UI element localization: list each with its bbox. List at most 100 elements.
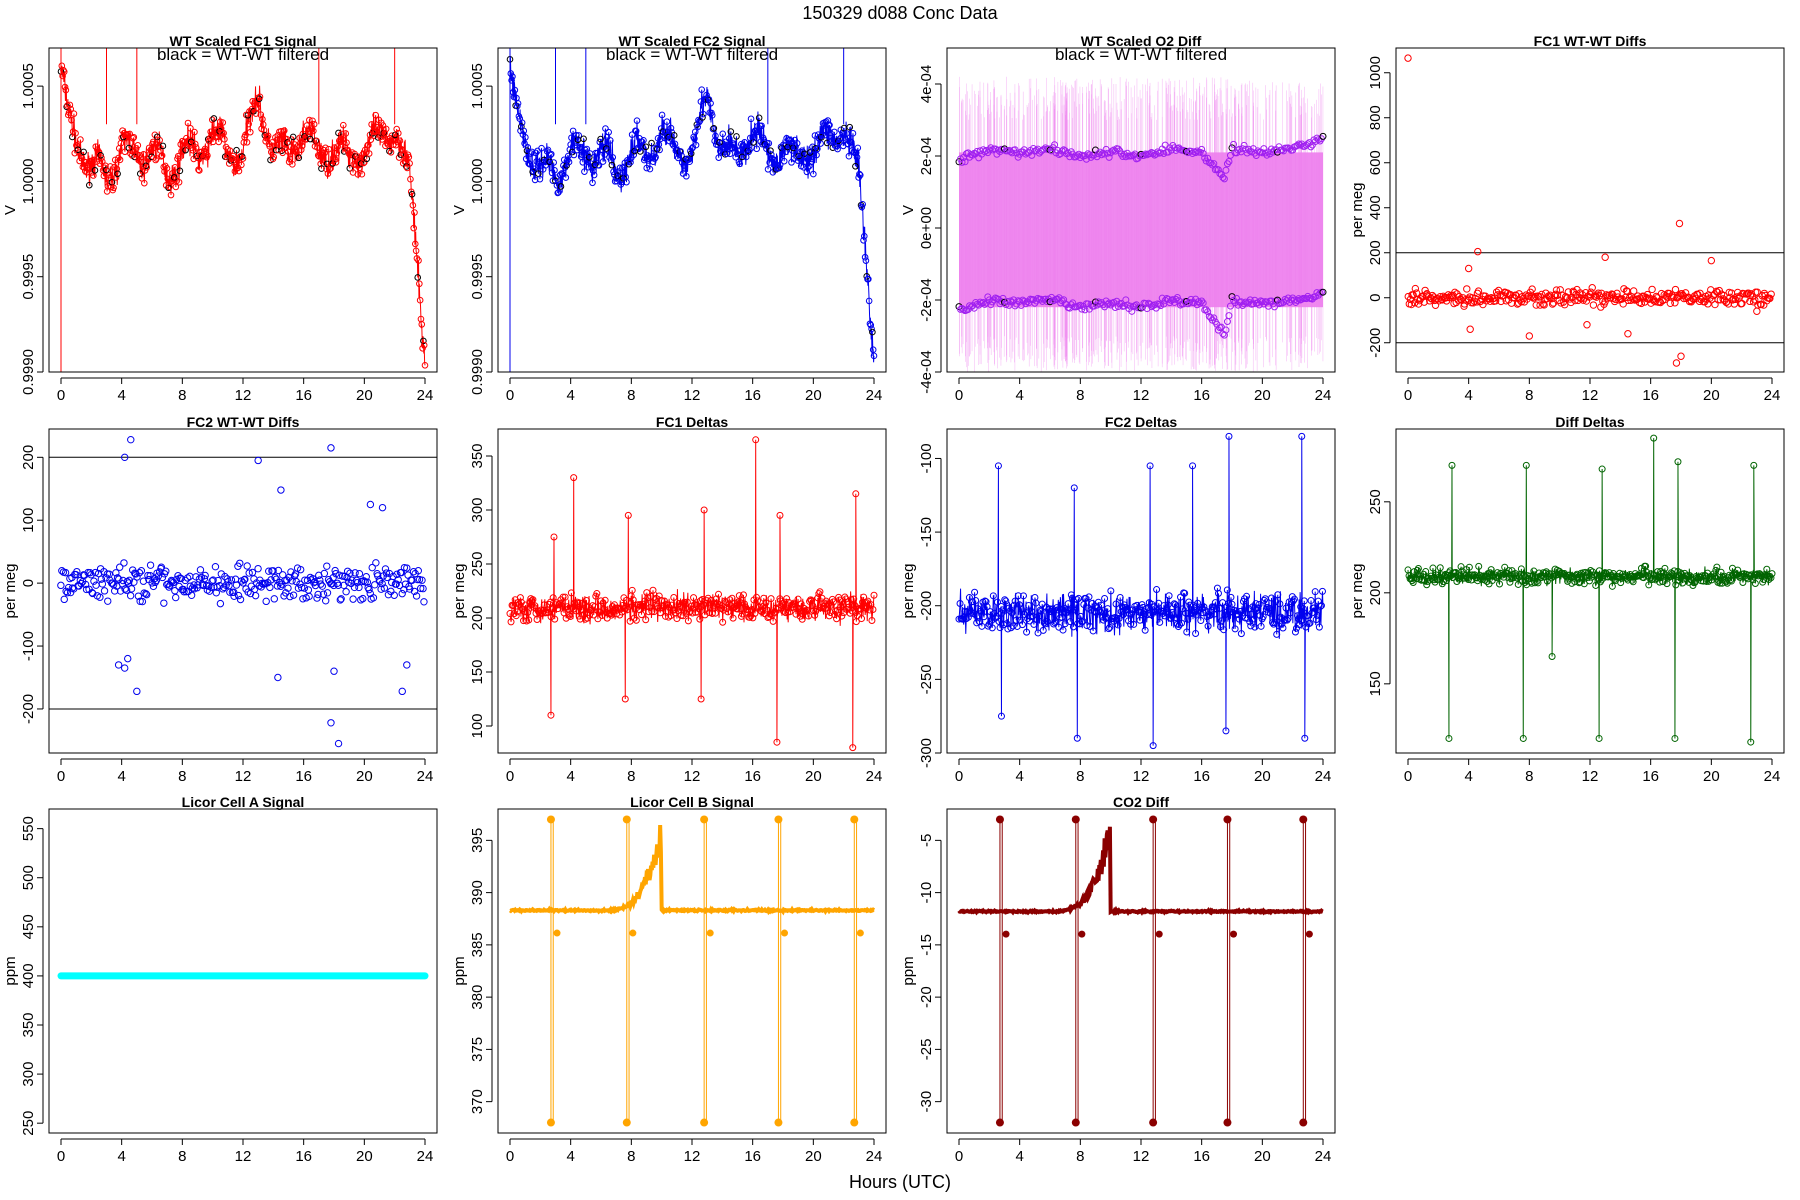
data-point xyxy=(813,151,820,159)
data-point xyxy=(412,247,420,255)
x-tick-label: 16 xyxy=(744,387,761,404)
data-point xyxy=(610,168,617,176)
data-point xyxy=(183,134,190,142)
data-point xyxy=(623,178,630,186)
data-point xyxy=(965,594,973,602)
data-point xyxy=(617,605,625,613)
x-tick-label: 8 xyxy=(178,1148,186,1165)
data-point xyxy=(1466,325,1474,333)
data-point xyxy=(313,594,321,602)
data-point xyxy=(225,151,232,159)
y-tick-label: 250 xyxy=(1367,489,1384,514)
data-point xyxy=(393,125,400,133)
data-point xyxy=(1619,300,1627,308)
data-point xyxy=(321,597,330,605)
plot-area xyxy=(508,815,876,1127)
data-point xyxy=(956,599,964,607)
data-point xyxy=(960,305,968,313)
data-point xyxy=(64,102,71,109)
data-point xyxy=(1010,601,1018,609)
data-point xyxy=(420,341,428,349)
data-point xyxy=(827,129,834,137)
data-point xyxy=(738,153,746,161)
data-point xyxy=(226,147,234,155)
data-point xyxy=(863,599,871,607)
data-point xyxy=(322,144,329,152)
data-point xyxy=(60,595,68,604)
y-tick-label: 370 xyxy=(469,1089,486,1114)
data-point xyxy=(175,178,183,186)
series-line xyxy=(509,56,875,363)
data-point xyxy=(1105,625,1113,633)
data-point xyxy=(131,569,139,577)
data-point xyxy=(758,122,765,130)
data-point xyxy=(1716,579,1724,587)
data-point xyxy=(638,611,646,619)
data-point xyxy=(566,612,574,620)
data-point xyxy=(750,134,758,141)
data-point xyxy=(355,583,363,592)
data-point xyxy=(1231,625,1239,633)
data-point xyxy=(1112,600,1120,608)
data-point xyxy=(219,119,227,126)
data-point xyxy=(550,159,557,166)
x-tick-label: 8 xyxy=(1076,768,1084,785)
data-point xyxy=(61,83,69,91)
data-point xyxy=(1531,579,1539,587)
data-point xyxy=(389,572,397,581)
plot-area xyxy=(957,815,1324,1127)
data-point xyxy=(1210,314,1218,322)
data-point xyxy=(378,503,387,512)
data-point xyxy=(963,608,971,616)
data-point xyxy=(1300,597,1308,605)
data-point xyxy=(773,738,781,746)
data-point xyxy=(849,130,857,137)
data-point xyxy=(1014,592,1022,600)
data-point xyxy=(1078,618,1086,626)
data-point xyxy=(622,1118,631,1127)
data-point xyxy=(112,174,120,181)
data-point xyxy=(1624,330,1632,338)
data-point xyxy=(564,156,571,164)
data-point xyxy=(772,604,780,612)
data-point xyxy=(958,158,966,166)
data-point xyxy=(1474,247,1482,256)
data-point xyxy=(172,183,180,191)
data-point xyxy=(1319,288,1327,296)
x-tick-label: 0 xyxy=(57,1148,65,1165)
data-point xyxy=(1170,600,1178,608)
x-tick-label: 8 xyxy=(178,768,186,785)
y-tick-label: -100 xyxy=(918,443,935,473)
data-point xyxy=(572,607,580,615)
data-point xyxy=(961,158,969,166)
data-point xyxy=(868,616,876,624)
data-point xyxy=(221,135,228,143)
data-point xyxy=(558,170,566,177)
data-point xyxy=(181,576,189,585)
data-point xyxy=(243,138,251,146)
data-point xyxy=(314,590,322,599)
data-point xyxy=(776,161,784,169)
data-point xyxy=(107,163,114,170)
data-point xyxy=(1580,580,1588,588)
data-point xyxy=(1423,581,1431,589)
data-point xyxy=(1269,619,1277,627)
data-point xyxy=(403,564,411,572)
data-point xyxy=(144,571,152,580)
data-point xyxy=(577,143,584,151)
data-point xyxy=(597,135,604,143)
data-point xyxy=(126,591,135,600)
data-point xyxy=(357,596,365,604)
data-point xyxy=(571,137,579,145)
data-point xyxy=(1228,293,1236,301)
data-point xyxy=(1487,566,1495,574)
x-tick-label: 8 xyxy=(1525,768,1533,785)
data-point xyxy=(133,687,141,696)
data-point xyxy=(1661,564,1669,572)
data-point xyxy=(752,436,760,444)
y-tick-label: 300 xyxy=(469,497,486,522)
data-point xyxy=(754,597,762,605)
data-point xyxy=(973,619,981,627)
data-point xyxy=(986,608,994,616)
